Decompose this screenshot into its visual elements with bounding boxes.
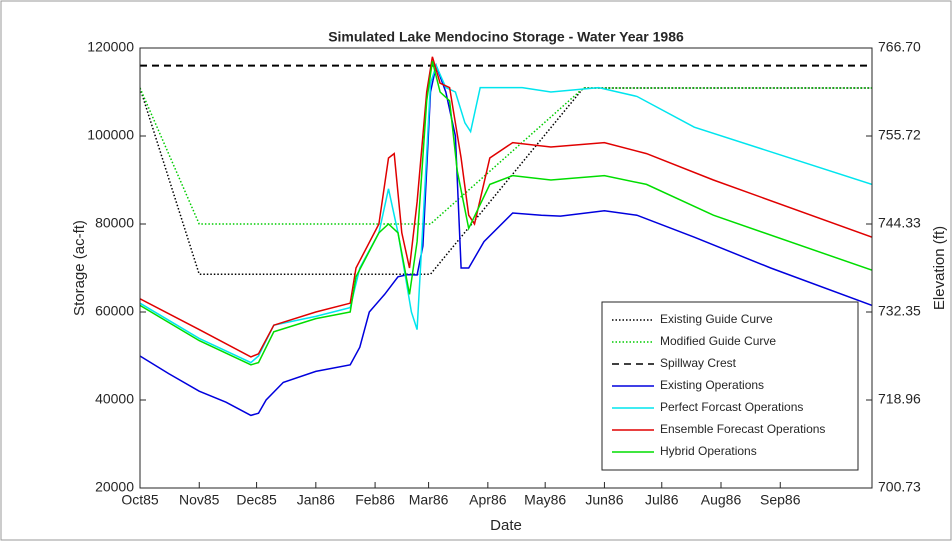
legend-label: Spillway Crest [660, 356, 737, 370]
y2-tick-label: 700.73 [878, 479, 921, 495]
series-line [140, 87, 872, 225]
legend-label: Existing Guide Curve [660, 312, 773, 326]
y2-tick-label: 766.70 [878, 39, 921, 55]
x-tick-label: Nov85 [179, 492, 220, 508]
y2-tick-label: 718.96 [878, 391, 921, 407]
x-tick-label: Apr86 [469, 492, 507, 508]
series-line [140, 62, 872, 417]
y-axis-label: Storage (ac-ft) [71, 220, 88, 316]
legend-label: Hybrid Operations [660, 444, 757, 458]
plot-border [139, 47, 873, 489]
y-tick-label: 120000 [87, 39, 134, 55]
y-tick-label: 60000 [95, 303, 134, 319]
y-tick-label: 100000 [87, 127, 134, 143]
legend: Existing Guide Curve Modified Guide Curve… [601, 301, 859, 471]
chart-title: Simulated Lake Mendocino Storage - Water… [328, 29, 684, 45]
y2-tick-label: 755.72 [878, 127, 921, 143]
legend-label: Existing Operations [660, 378, 764, 392]
x-tick-label: Jan86 [297, 492, 335, 508]
y-tick-label: 20000 [95, 479, 134, 495]
series-line [140, 56, 872, 358]
x-tick-label: Oct85 [121, 492, 159, 508]
series-line [140, 63, 872, 364]
x-tick-label: Mar86 [409, 492, 449, 508]
x-tick-label: May86 [524, 492, 566, 508]
x-tick-label: Feb86 [355, 492, 395, 508]
x-tick-label: Dec85 [236, 492, 277, 508]
y2-axis-label: Elevation (ft) [931, 226, 948, 310]
y2-tick-label: 744.33 [878, 215, 921, 231]
legend-label: Modified Guide Curve [660, 334, 776, 348]
legend-label: Ensemble Forecast Operations [660, 422, 825, 436]
y-tick-label: 40000 [95, 391, 134, 407]
y-tick-label: 80000 [95, 215, 134, 231]
x-axis-label: Date [490, 517, 522, 534]
x-tick-label: Jul86 [645, 492, 679, 508]
legend-label: Perfect Forcast Operations [660, 400, 803, 414]
x-tick-label: Jun86 [585, 492, 623, 508]
x-tick-label: Aug86 [701, 492, 742, 508]
y2-tick-label: 732.35 [878, 303, 921, 319]
series-line [140, 61, 872, 366]
x-tick-label: Sep86 [760, 492, 801, 508]
